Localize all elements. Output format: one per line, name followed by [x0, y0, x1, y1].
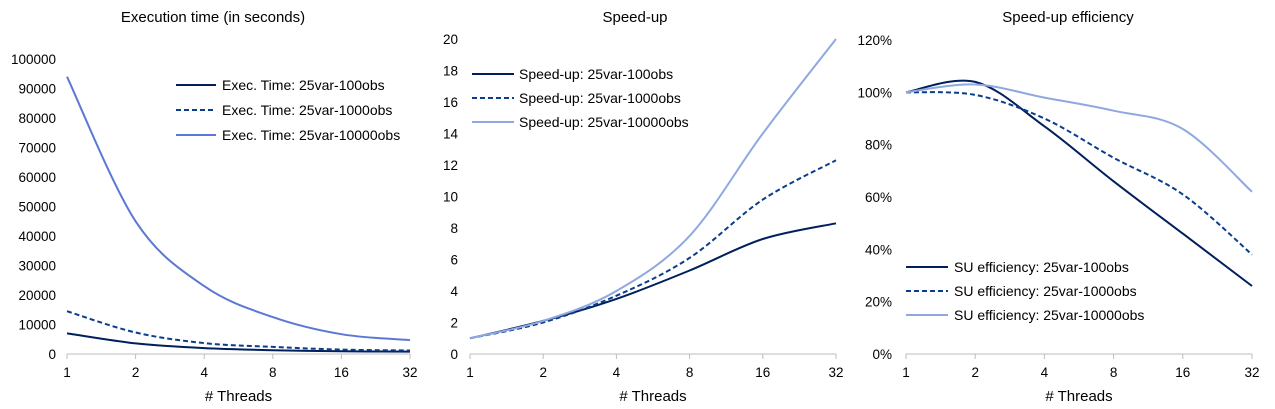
series-line-2 — [66, 310, 411, 352]
series-line-2 — [905, 91, 1253, 256]
x-tick-label: 8 — [269, 365, 277, 380]
legend-label: Speed-up: 25var-100obs — [519, 66, 673, 82]
x-axis-label: # Threads — [1045, 388, 1112, 405]
y-tick-label: 30000 — [18, 259, 56, 274]
y-tick-label: 60% — [865, 190, 892, 205]
y-tick-label: 8 — [450, 221, 458, 236]
x-tick-label: 2 — [132, 365, 140, 380]
y-tick-label: 14 — [443, 127, 459, 142]
legend-label: Exec. Time: 25var-10000obs — [222, 127, 400, 143]
legend-label: Exec. Time: 25var-1000obs — [222, 102, 392, 118]
x-tick-label: 4 — [1041, 365, 1049, 380]
legend-label: Speed-up: 25var-1000obs — [519, 90, 681, 106]
x-tick-label: 4 — [200, 365, 208, 380]
x-tick-label: 8 — [1110, 365, 1118, 380]
y-tick-label: 40% — [865, 242, 892, 257]
x-tick-label: 32 — [1244, 365, 1259, 380]
y-tick-label: 18 — [443, 64, 458, 79]
x-tick-label: 1 — [63, 365, 71, 380]
chart-title: Speed-up — [602, 9, 667, 26]
series-line-1 — [66, 332, 411, 353]
x-tick-label: 16 — [1175, 365, 1190, 380]
series-line-3 — [469, 38, 837, 340]
series-line-3 — [66, 76, 411, 342]
y-tick-label: 6 — [450, 253, 458, 268]
y-tick-label: 100000 — [11, 52, 56, 67]
x-axis-label: # Threads — [619, 388, 686, 405]
y-tick-label: 20% — [865, 295, 892, 310]
x-tick-label: 32 — [402, 365, 417, 380]
y-tick-label: 0 — [48, 347, 56, 362]
x-tick-label: 8 — [686, 365, 694, 380]
y-tick-label: 100% — [857, 85, 892, 100]
x-tick-label: 16 — [334, 365, 349, 380]
series-line-1 — [905, 79, 1253, 287]
y-tick-label: 10000 — [18, 318, 56, 333]
y-tick-label: 0% — [872, 347, 892, 362]
y-tick-label: 20000 — [18, 288, 56, 303]
series-line-1 — [469, 222, 837, 340]
series-line-3 — [905, 83, 1253, 193]
chart-3: Speed-up efficiency 0% 20% 40% 60% 80% 100% 120… — [857, 9, 1259, 405]
chart-title: Speed-up efficiency — [1002, 9, 1134, 26]
legend-label: SU efficiency: 25var-1000obs — [954, 283, 1137, 299]
chart-title: Execution time (in seconds) — [121, 9, 305, 26]
y-tick-label: 0 — [450, 347, 458, 362]
y-tick-label: 4 — [450, 284, 458, 299]
y-tick-label: 20 — [443, 32, 458, 47]
x-tick-label: 1 — [466, 365, 474, 380]
y-tick-label: 2 — [450, 316, 458, 331]
x-tick-label: 1 — [902, 365, 910, 380]
y-tick-label: 10 — [443, 190, 458, 205]
x-tick-label: 16 — [755, 365, 770, 380]
x-tick-label: 32 — [828, 365, 843, 380]
y-tick-label: 50000 — [18, 200, 56, 215]
y-tick-label: 120% — [857, 33, 892, 48]
y-tick-label: 40000 — [18, 229, 56, 244]
y-tick-label: 80000 — [18, 111, 56, 126]
y-tick-label: 12 — [443, 158, 458, 173]
y-tick-label: 16 — [443, 95, 458, 110]
legend-label: SU efficiency: 25var-10000obs — [954, 307, 1144, 323]
chart-1: Execution time (in seconds) 0 10000 20000 30… — [11, 9, 418, 405]
y-tick-label: 90000 — [18, 82, 56, 97]
x-tick-label: 2 — [539, 365, 547, 380]
legend-label: SU efficiency: 25var-100obs — [954, 259, 1129, 275]
y-tick-label: 60000 — [18, 170, 56, 185]
legend-label: Speed-up: 25var-10000obs — [519, 114, 689, 130]
y-tick-label: 70000 — [18, 141, 56, 156]
legend-label: Exec. Time: 25var-100obs — [222, 77, 385, 93]
x-tick-label: 4 — [613, 365, 621, 380]
series-line-2 — [469, 159, 837, 340]
y-tick-label: 80% — [865, 138, 892, 153]
x-axis-label: # Threads — [205, 388, 272, 405]
x-tick-label: 2 — [971, 365, 979, 380]
